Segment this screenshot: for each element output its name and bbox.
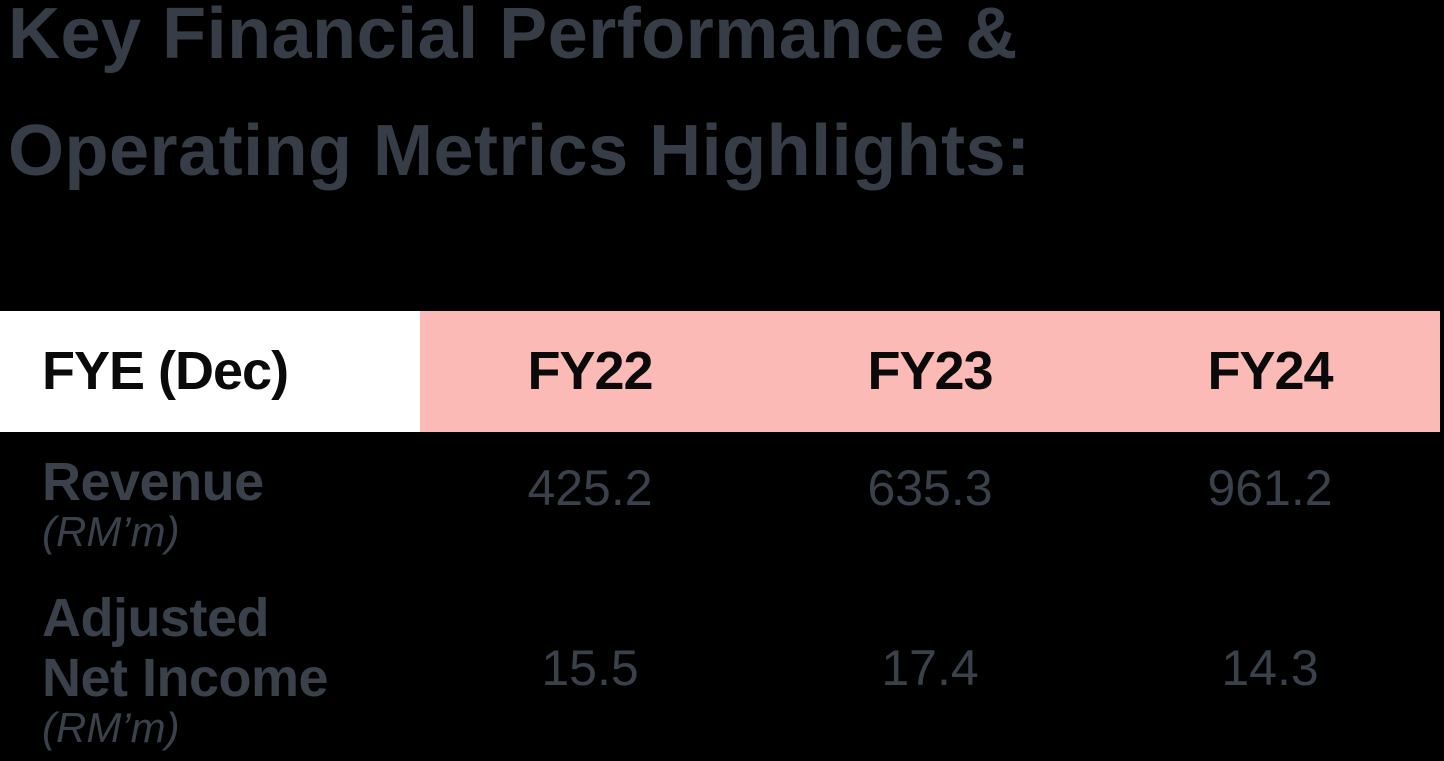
revenue-fy22-value: 425.2 bbox=[527, 460, 653, 516]
page-title-line2: Operating Metrics Highlights: bbox=[8, 111, 1031, 191]
header-cell-fy22: FY22 bbox=[527, 341, 653, 401]
header-cell-fy23: FY23 bbox=[867, 341, 993, 401]
table-row-adjusted-net-income-label: Adjusted Net Income (RM’m) bbox=[42, 588, 329, 751]
page-title: Key Financial Performance & Operating Me… bbox=[8, 0, 1031, 210]
adjusted-net-income-fy22-value: 15.5 bbox=[541, 640, 639, 696]
metric-unit-adjusted: (RM’m) bbox=[42, 704, 180, 751]
metric-name-adjusted-line1: Adjusted bbox=[42, 588, 270, 648]
adjusted-net-income-fy23-value: 17.4 bbox=[881, 640, 979, 696]
metric-name-revenue: Revenue bbox=[42, 452, 264, 512]
revenue-fy24-value: 961.2 bbox=[1207, 460, 1333, 516]
revenue-fy23-value: 635.3 bbox=[867, 460, 993, 516]
table-header-row: FYE (Dec) FY22 FY23 FY24 bbox=[0, 311, 1444, 432]
header-cell-fy24: FY24 bbox=[1207, 341, 1333, 401]
metric-unit-revenue: (RM’m) bbox=[42, 508, 180, 555]
adjusted-net-income-fy24-value: 14.3 bbox=[1221, 640, 1319, 696]
header-year-columns: FY22 FY23 FY24 bbox=[420, 311, 1440, 432]
page-title-line1: Key Financial Performance & bbox=[8, 0, 1018, 74]
table-row-adjusted-net-income-values: 15.5 17.4 14.3 bbox=[420, 640, 1440, 696]
metric-name-adjusted-line2: Net Income bbox=[42, 648, 329, 708]
table-row-revenue-label: Revenue (RM’m) bbox=[42, 452, 264, 554]
header-cell-fye-dec: FYE (Dec) bbox=[0, 311, 420, 432]
table-row-revenue-values: 425.2 635.3 961.2 bbox=[420, 458, 1440, 518]
